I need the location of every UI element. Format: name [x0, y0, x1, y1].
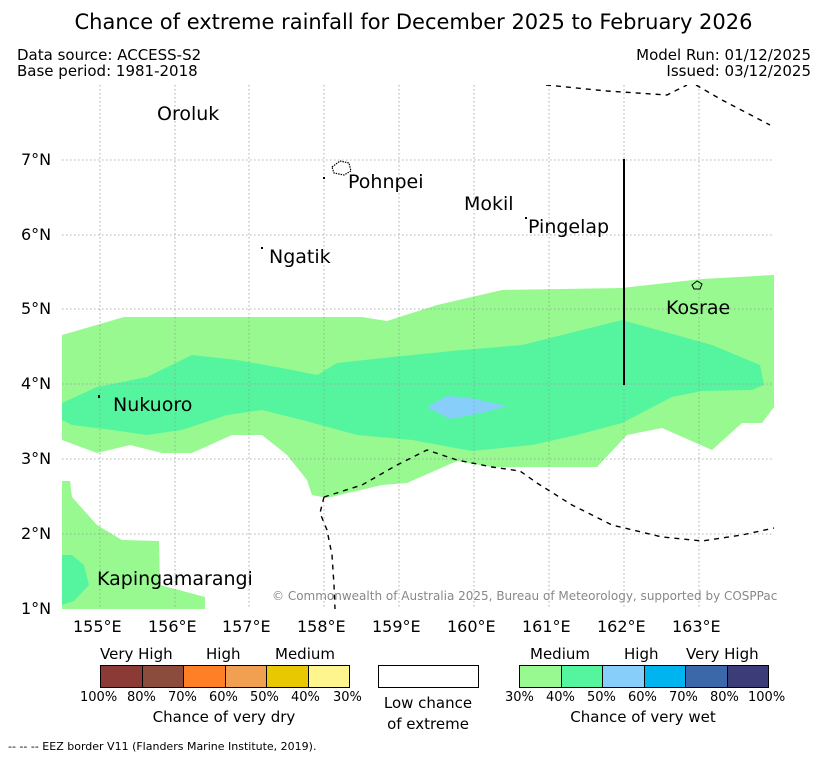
wet-swatch-6 — [726, 666, 768, 687]
dry-swatch-6 — [307, 666, 349, 687]
lon-tick-160e: 160°E — [447, 617, 496, 636]
dry-swatch-4 — [224, 666, 266, 687]
model-run: Model Run: 01/12/2025 — [636, 46, 811, 64]
data-source: Data source: ACCESS-S2 — [17, 46, 202, 64]
wet-swatch-3 — [602, 666, 644, 687]
eez-border-note: -- -- -- EEZ border V11 (Flanders Marine… — [8, 740, 317, 753]
pohnpei-island — [331, 160, 352, 176]
dry-tick-40: 40% — [291, 690, 320, 705]
wet-swatch-5 — [685, 666, 727, 687]
lon-tick-157e: 157°E — [222, 617, 271, 636]
wet-swatch-4 — [643, 666, 685, 687]
lat-tick-1n: 1°N — [21, 599, 52, 618]
lat-tick-5n: 5°N — [21, 299, 52, 318]
dry-tick-60: 60% — [209, 690, 238, 705]
wet-legend-label: Chance of very wet — [570, 708, 716, 726]
low-chance-swatch — [378, 665, 479, 688]
dry-swatch-2 — [141, 666, 183, 687]
lat-tick-7n: 7°N — [21, 150, 52, 169]
lon-tick-162e: 162°E — [597, 617, 646, 636]
wet-tick-50: 50% — [587, 690, 616, 705]
map-title: Chance of extreme rainfall for December … — [74, 10, 753, 34]
dry-colorbar — [100, 665, 350, 688]
wet-medium-high-region-sw — [62, 555, 89, 605]
nukuoro-atoll — [98, 395, 100, 398]
dry-cat-very-high: Very High — [100, 645, 173, 663]
label-kapingamarangi: Kapingamarangi — [97, 568, 253, 590]
label-kosrae: Kosrae — [666, 297, 731, 319]
wet-swatch-2 — [560, 666, 602, 687]
dry-cat-high: High — [206, 645, 241, 663]
wet-tick-100: 100% — [748, 690, 786, 705]
dry-cat-medium: Medium — [275, 645, 335, 663]
dry-swatch-3 — [183, 666, 225, 687]
issued-date: Issued: 03/12/2025 — [666, 62, 811, 80]
wet-medium-high-region — [62, 320, 764, 451]
dry-legend-label: Chance of very dry — [152, 708, 296, 726]
dry-tick-100: 100% — [80, 690, 118, 705]
lon-tick-159e: 159°E — [372, 617, 421, 636]
lon-tick-161e: 161°E — [522, 617, 571, 636]
pohnpei-atoll — [323, 177, 325, 179]
lat-tick-6n: 6°N — [21, 225, 52, 244]
kosrae-island — [691, 280, 703, 290]
lon-tick-158e: 158°E — [297, 617, 346, 636]
wet-tick-40: 40% — [546, 690, 575, 705]
eez-borders — [319, 85, 774, 609]
wet-tick-60: 60% — [628, 690, 657, 705]
base-period: Base period: 1981-2018 — [17, 62, 198, 80]
label-nukuoro: Nukuoro — [113, 394, 193, 416]
ngatik-atoll — [261, 247, 263, 249]
wet-high-region — [427, 396, 507, 419]
dry-swatch-1 — [101, 666, 142, 687]
lon-tick-163e: 163°E — [672, 617, 721, 636]
dry-tick-50: 50% — [250, 690, 279, 705]
wet-tick-80: 80% — [710, 690, 739, 705]
rainfall-map — [62, 85, 774, 609]
lat-tick-2n: 2°N — [21, 524, 52, 543]
dry-swatch-5 — [266, 666, 308, 687]
wet-cat-medium: Medium — [530, 645, 590, 663]
dry-tick-30: 30% — [333, 690, 362, 705]
lat-tick-4n: 4°N — [21, 374, 52, 393]
low-chance-line2: of extreme — [387, 715, 469, 733]
label-ngatik: Ngatik — [269, 246, 331, 268]
wet-cat-high: High — [624, 645, 659, 663]
wet-tick-30: 30% — [505, 690, 534, 705]
wet-colorbar — [519, 665, 769, 688]
pingelap-atoll — [525, 217, 527, 219]
label-mokil: Mokil — [464, 193, 514, 215]
lat-tick-3n: 3°N — [21, 449, 52, 468]
lon-tick-155e: 155°E — [73, 617, 122, 636]
wet-swatch-1 — [520, 666, 561, 687]
wet-tick-70: 70% — [669, 690, 698, 705]
dry-tick-80: 80% — [127, 690, 156, 705]
label-pingelap: Pingelap — [528, 216, 610, 238]
label-oroluk: Oroluk — [157, 103, 220, 125]
lon-tick-156e: 156°E — [148, 617, 197, 636]
dry-tick-70: 70% — [168, 690, 197, 705]
gridlines — [62, 85, 774, 609]
wet-cat-very-high: Very High — [686, 645, 759, 663]
copyright-notice: © Commonwealth of Australia 2025, Bureau… — [272, 589, 778, 603]
low-chance-line1: Low chance — [383, 694, 473, 712]
wet-medium-region-sw — [62, 481, 205, 609]
label-pohnpei: Pohnpei — [348, 171, 424, 193]
